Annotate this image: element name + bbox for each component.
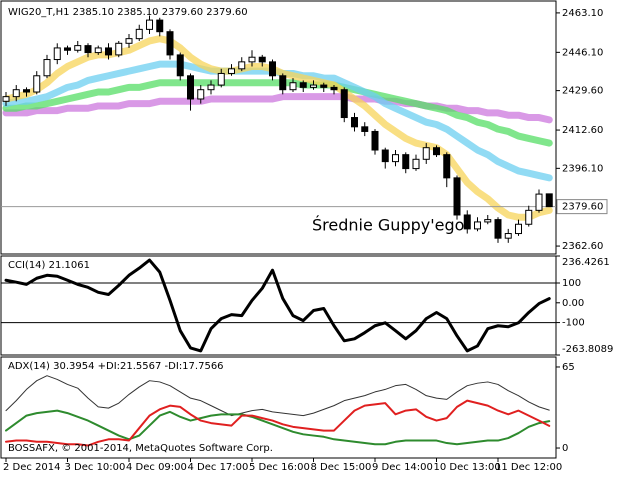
- candle-body: [504, 233, 512, 239]
- y-tick-label: 0: [562, 443, 568, 454]
- candle-body: [248, 56, 256, 63]
- y-tick-label: 100: [562, 278, 581, 289]
- y-tick-label: 0.00: [562, 298, 584, 309]
- y-tick-label: 2362.60: [562, 241, 603, 252]
- guppy-band: [2, 93, 553, 124]
- candle-body: [43, 59, 51, 77]
- candle-body: [207, 84, 215, 91]
- y-tick-label: 2396.10: [562, 163, 603, 174]
- y-tick-label: -100: [562, 318, 585, 329]
- panel-title: ADX(14) 30.3954 +DI:21.5567 -DI:17.7566: [8, 361, 224, 372]
- y-tick-label: 2463.10: [562, 8, 603, 19]
- x-tick-label: 9 Dec 14:00: [372, 462, 433, 473]
- candle-body: [64, 47, 71, 51]
- candle-body: [2, 96, 10, 102]
- candle-body: [228, 68, 235, 74]
- last-price-label: 2379.60: [562, 202, 603, 213]
- x-tick-label: 5 Dec 16:00: [249, 462, 310, 473]
- candle-body: [299, 82, 307, 88]
- candle-body: [105, 47, 112, 56]
- candle-body: [156, 19, 164, 33]
- candle-body: [166, 31, 174, 56]
- candle-body: [187, 75, 194, 100]
- panel-frame: [0, 255, 557, 356]
- candle-body: [197, 89, 205, 100]
- candle-body: [525, 209, 533, 225]
- candle-body: [84, 45, 92, 54]
- annotation: Średnie Guppy'ego: [312, 216, 464, 235]
- panel-title: CCI(14) 21.1061: [8, 260, 90, 271]
- guppy-band: [2, 79, 553, 147]
- last-price-box: [556, 199, 608, 215]
- panel-frame: [0, 0, 557, 255]
- watermark: BOSSAFX, © 2001-2014, MetaQuotes Softwar…: [8, 443, 273, 454]
- candle-body: [125, 38, 133, 44]
- candle-body: [12, 89, 20, 98]
- candle-body: [402, 154, 410, 170]
- candle-body: [351, 117, 358, 128]
- indicator-line: [5, 409, 551, 446]
- y-tick-label: -263.8089: [562, 344, 613, 355]
- candle-body: [176, 54, 184, 77]
- candle-body: [494, 219, 502, 239]
- y-tick-label: 236.4261: [562, 257, 610, 268]
- candle-body: [135, 28, 143, 40]
- candle-body: [463, 214, 471, 230]
- candle-body: [453, 177, 461, 216]
- x-tick-label: 10 Dec 13:00: [434, 462, 501, 473]
- candle-body: [412, 158, 420, 170]
- y-tick-label: 2412.60: [562, 125, 603, 136]
- guppy-band: [2, 35, 553, 221]
- candle-body: [545, 193, 553, 208]
- candle-body: [310, 84, 317, 88]
- y-tick-label: 2446.10: [562, 47, 603, 58]
- x-tick-label: 4 Dec 17:00: [188, 462, 249, 473]
- candle-body: [340, 89, 348, 119]
- candle-body: [361, 126, 369, 132]
- candle-body: [33, 75, 41, 93]
- indicator-line: [4, 258, 551, 353]
- candle-body: [289, 82, 297, 91]
- candle-body: [535, 193, 543, 211]
- indicator-line: [5, 375, 550, 417]
- candle-body: [474, 221, 481, 230]
- candle-body: [74, 45, 82, 51]
- chart-title: WIG20_T,H1 2385.10 2385.10 2379.60 2379.…: [8, 7, 248, 18]
- candle-body: [269, 61, 276, 77]
- y-tick-label: 65: [562, 362, 575, 373]
- candle-body: [320, 84, 328, 88]
- y-tick-label: 2429.60: [562, 86, 603, 97]
- candle-body: [381, 149, 389, 163]
- x-tick-label: 8 Dec 15:00: [311, 462, 372, 473]
- candle-body: [238, 61, 246, 70]
- candle-body: [279, 75, 287, 91]
- candle-body: [94, 47, 102, 54]
- x-tick-label: 3 Dec 10:00: [65, 462, 126, 473]
- x-tick-label: 2 Dec 2014: [3, 462, 61, 473]
- candle-body: [484, 219, 492, 223]
- candle-body: [115, 42, 123, 56]
- candle-body: [53, 47, 61, 61]
- candle-body: [422, 147, 430, 160]
- candle-body: [443, 154, 451, 179]
- candle-body: [392, 154, 399, 163]
- indicator-line: [5, 399, 551, 447]
- candle-body: [258, 56, 266, 63]
- candle-body: [515, 223, 522, 235]
- candle-body: [23, 89, 30, 93]
- x-tick-label: 4 Dec 09:00: [126, 462, 187, 473]
- candle-body: [330, 86, 338, 91]
- panel-frame: [0, 356, 557, 459]
- x-tick-label: 11 Dec 12:00: [495, 462, 562, 473]
- candle-body: [371, 130, 379, 151]
- candle-body: [217, 72, 225, 86]
- candle-body: [146, 19, 153, 30]
- candle-body: [433, 147, 440, 156]
